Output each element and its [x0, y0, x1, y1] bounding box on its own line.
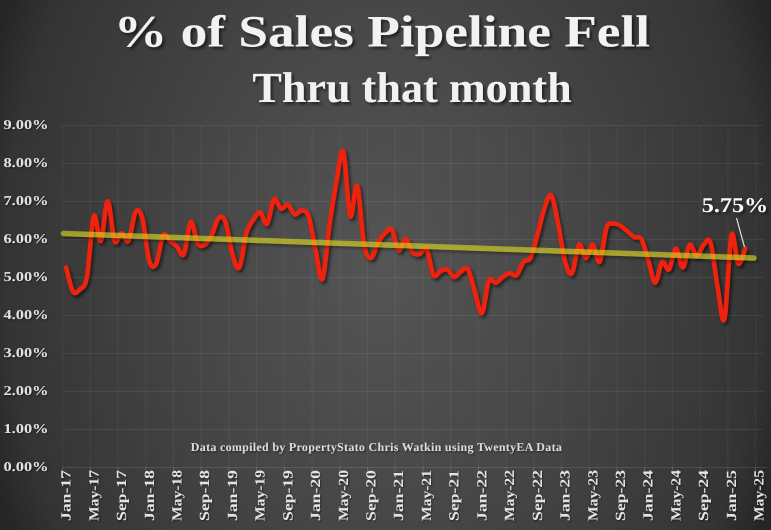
svg-text:3.00%: 3.00%	[4, 345, 49, 360]
svg-text:Sep-22: Sep-22	[531, 470, 546, 521]
svg-text:Jan-19: Jan-19	[226, 470, 241, 521]
svg-text:May-20: May-20	[337, 470, 352, 521]
svg-text:Sep-17: Sep-17	[115, 470, 130, 521]
svg-text:Jan-22: Jan-22	[475, 470, 490, 521]
svg-text:Thru that month: Thru that month	[252, 65, 571, 112]
svg-text:Sep-21: Sep-21	[448, 470, 463, 521]
svg-text:Jan-17: Jan-17	[60, 470, 75, 521]
svg-text:7.00%: 7.00%	[4, 193, 49, 208]
svg-text:5.75%: 5.75%	[702, 193, 768, 217]
svg-text:Jan-18: Jan-18	[143, 470, 158, 521]
svg-text:May-18: May-18	[171, 470, 186, 521]
svg-text:May-24: May-24	[669, 470, 684, 521]
svg-text:Sep-23: Sep-23	[614, 470, 629, 521]
svg-text:Sep-19: Sep-19	[281, 470, 296, 521]
svg-text:Jan-24: Jan-24	[642, 470, 657, 521]
svg-text:May-22: May-22	[503, 470, 518, 521]
svg-text:May-25: May-25	[753, 470, 768, 521]
svg-text:Jan-25: Jan-25	[725, 470, 740, 521]
svg-text:May-17: May-17	[87, 470, 102, 521]
svg-text:Sep-18: Sep-18	[198, 470, 213, 521]
svg-text:5.00%: 5.00%	[4, 269, 49, 284]
svg-text:Sep-20: Sep-20	[365, 470, 380, 521]
svg-text:9.00%: 9.00%	[4, 117, 49, 132]
svg-text:Jan-23: Jan-23	[559, 470, 574, 521]
svg-text:4.00%: 4.00%	[4, 307, 49, 322]
svg-text:Sep-24: Sep-24	[697, 470, 712, 521]
svg-text:% of Sales Pipeline Fell: % of Sales Pipeline Fell	[114, 7, 650, 57]
svg-text:6.00%: 6.00%	[4, 231, 49, 246]
svg-text:Data compiled by PropertyStato: Data compiled by PropertyStato Chris Wat…	[191, 440, 562, 454]
svg-text:Jan-20: Jan-20	[309, 470, 324, 521]
svg-text:1.00%: 1.00%	[4, 421, 49, 436]
svg-text:Jan-21: Jan-21	[392, 470, 407, 521]
svg-text:2.00%: 2.00%	[4, 383, 49, 398]
svg-text:May-21: May-21	[420, 470, 435, 521]
svg-text:0.00%: 0.00%	[4, 459, 49, 474]
svg-text:May-19: May-19	[254, 470, 269, 521]
svg-text:8.00%: 8.00%	[4, 155, 49, 170]
svg-text:May-23: May-23	[586, 470, 601, 521]
